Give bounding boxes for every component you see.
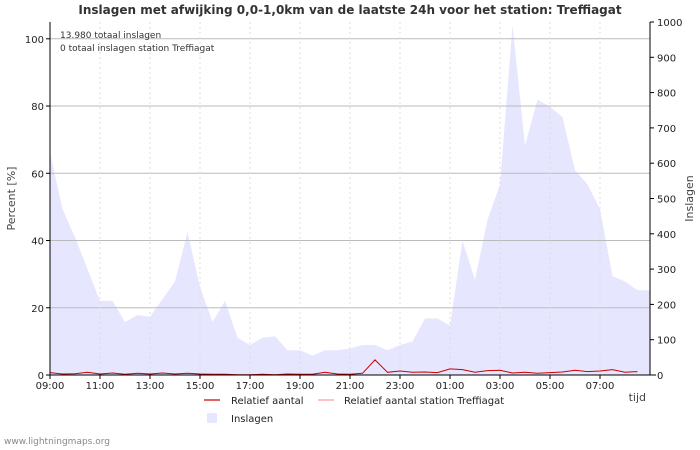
y-axis-left-label: Percent [%] bbox=[5, 167, 18, 231]
x-tick-label: 07:00 bbox=[586, 381, 615, 392]
legend-label-relatief: Relatief aantal bbox=[231, 396, 304, 407]
y-right-tick-label: 900 bbox=[657, 53, 676, 64]
x-tick-label: 13:00 bbox=[136, 381, 165, 392]
x-tick-label: 03:00 bbox=[486, 381, 515, 392]
x-tick-label: 15:00 bbox=[186, 381, 215, 392]
y-right-tick-label: 500 bbox=[657, 195, 676, 206]
x-tick-label: 19:00 bbox=[286, 381, 315, 392]
y-left-tick-label: 60 bbox=[31, 169, 44, 180]
footer-credit: www.lightningmaps.org bbox=[4, 437, 110, 447]
y-axis-right-label: Inslagen bbox=[683, 175, 696, 221]
y-left-tick-label: 0 bbox=[38, 371, 44, 382]
y-right-tick-label: 800 bbox=[657, 89, 676, 100]
y-right-tick-label: 100 bbox=[657, 336, 676, 347]
y-right-tick-label: 400 bbox=[657, 230, 676, 241]
x-tick-label: 09:00 bbox=[36, 381, 65, 392]
legend-label-station: Relatief aantal station Treffiagat bbox=[344, 396, 504, 407]
y-right-tick-label: 0 bbox=[657, 371, 663, 382]
annotation-text: 13.980 totaal inslagen bbox=[60, 31, 161, 41]
x-tick-label: 01:00 bbox=[436, 381, 465, 392]
series-relatief-aantal-line bbox=[49, 359, 638, 376]
x-tick-label: 05:00 bbox=[536, 381, 565, 392]
y-right-tick-label: 700 bbox=[657, 124, 676, 135]
x-tick-label: 23:00 bbox=[386, 381, 415, 392]
y-left-tick-label: 100 bbox=[25, 35, 44, 46]
y-right-tick-label: 1000 bbox=[657, 18, 682, 29]
y-right-tick-label: 300 bbox=[657, 265, 676, 276]
x-tick-label: 11:00 bbox=[86, 381, 115, 392]
x-tick-label: 17:00 bbox=[236, 381, 265, 392]
y-right-tick-label: 200 bbox=[657, 300, 676, 311]
y-left-tick-label: 40 bbox=[31, 237, 44, 248]
x-tick-label: 21:00 bbox=[336, 381, 365, 392]
chart-title: Inslagen met afwijking 0,0-1,0km van de … bbox=[78, 3, 622, 17]
y-right-tick-label: 600 bbox=[657, 159, 676, 170]
x-axis-label: tijd bbox=[629, 391, 646, 404]
legend-label-inslagen: Inslagen bbox=[231, 414, 273, 425]
y-left-tick-label: 80 bbox=[31, 102, 44, 113]
annotation-text: 0 totaal inslagen station Treffiagat bbox=[60, 44, 215, 54]
legend-swatch-inslagen bbox=[207, 413, 217, 423]
y-left-tick-label: 20 bbox=[31, 304, 44, 315]
